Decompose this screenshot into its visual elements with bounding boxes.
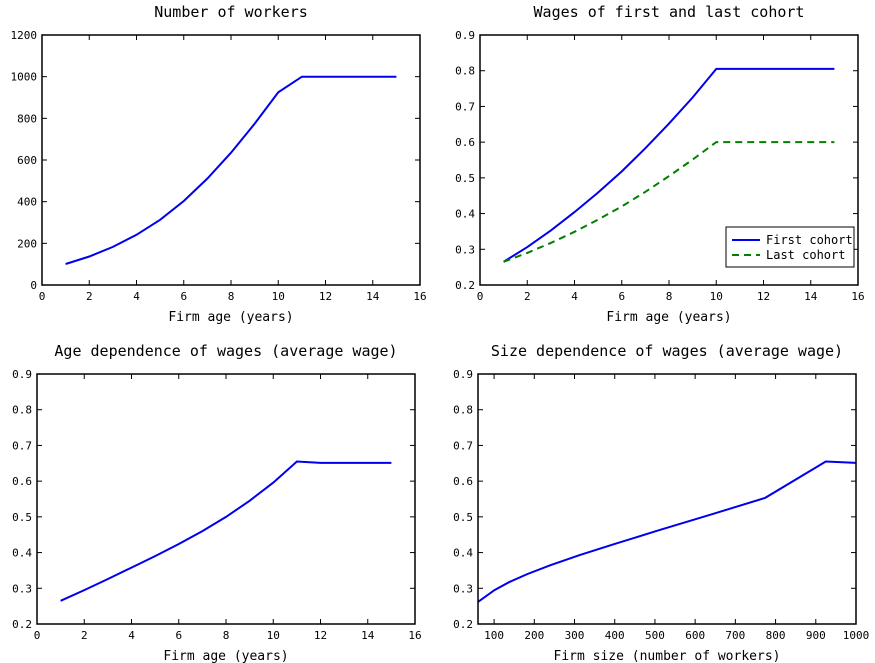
y-tick-label: 0.6 [12,475,32,488]
x-tick-label: 100 [484,629,504,642]
y-tick-label: 0.7 [455,100,475,113]
y-tick-label: 0.2 [12,618,32,631]
y-tick-label: 200 [17,237,37,250]
x-tick-label: 8 [666,290,673,303]
y-tick-label: 0.5 [12,511,32,524]
plot-frame [477,373,857,625]
legend-label: First cohort [766,233,853,247]
x-tick-label: 0 [477,290,484,303]
series-line-last-cohort [503,141,835,263]
y-tick-label: 0.8 [453,404,473,417]
series-line-1 [60,460,392,602]
chart-panel-3: Age dependence of wages (average wage) Fi… [12,342,422,663]
x-tick-label: 8 [223,629,230,642]
x-tick-label: 16 [408,629,421,642]
x-tick-label: 200 [524,629,544,642]
series-line-first-cohort [503,67,835,263]
x-tick-label: 400 [605,629,625,642]
y-tick-label: 800 [17,112,37,125]
y-tick-label: 0.9 [453,368,473,381]
y-tick-label: 1000 [11,71,38,84]
y-tick-label: 0.8 [455,65,475,78]
x-tick-label: 600 [685,629,705,642]
y-tick-label: 0.7 [453,439,473,452]
chart-title: Number of workers [154,3,308,21]
x-tick-label: 12 [314,629,327,642]
x-tick-label: 900 [806,629,826,642]
y-tick-label: 0.6 [455,136,475,149]
y-tick-label: 0.4 [12,547,32,560]
plot-frame [41,34,421,286]
chart-panel-1: Number of workers Firm age (years) 0 2 4 6 8 10… [11,3,427,325]
y-tick-label: 0.2 [453,618,473,631]
x-tick-label: 14 [361,629,375,642]
x-tick-label: 14 [366,290,380,303]
x-tick-label: 10 [272,290,285,303]
x-tick-label: 0 [39,290,46,303]
x-tick-label: 6 [175,629,182,642]
y-tick-label: 0.9 [455,29,475,42]
x-tick-label: 4 [133,290,140,303]
x-tick-label: 8 [228,290,235,303]
x-tick-label: 16 [851,290,864,303]
y-tick-label: 0.3 [453,582,473,595]
y-tick-label: 0.3 [455,243,475,256]
y-tick-label: 0.2 [455,279,475,292]
series-line-1 [477,460,857,603]
plot-frame [36,373,416,625]
x-axis-label: Firm age (years) [606,310,731,325]
x-tick-label: 10 [710,290,723,303]
y-tick-label: 0.9 [12,368,32,381]
plot-frame [479,34,859,286]
legend-label: Last cohort [766,248,845,262]
y-tick-label: 0.8 [12,404,32,417]
x-tick-label: 16 [413,290,426,303]
y-tick-label: 0.4 [455,208,475,221]
x-tick-label: 6 [618,290,625,303]
chart-title: Size dependence of wages (average wage) [491,342,843,360]
x-tick-label: 1000 [843,629,870,642]
y-tick-label: 0.7 [12,439,32,452]
x-tick-label: 0 [34,629,41,642]
y-tick-label: 0.5 [455,172,475,185]
x-tick-label: 6 [180,290,187,303]
x-tick-label: 2 [86,290,93,303]
x-tick-label: 12 [757,290,770,303]
chart-panel-4: Size dependence of wages (average wage) F… [453,342,869,663]
y-tick-label: 1200 [11,29,38,42]
chart-panel-2: Wages of first and last cohort Firm age (… [455,3,865,325]
chart-title: Age dependence of wages (average wage) [54,342,397,360]
x-tick-label: 300 [565,629,585,642]
y-tick-label: 0.5 [453,511,473,524]
y-tick-label: 0.6 [453,475,473,488]
x-tick-label: 4 [571,290,578,303]
x-tick-label: 4 [128,629,135,642]
x-axis-label: Firm size (number of workers) [554,649,781,663]
legend-box [725,226,855,268]
y-tick-label: 400 [17,196,37,209]
y-tick-label: 0 [30,279,37,292]
x-tick-label: 800 [766,629,786,642]
x-axis-label: Firm age (years) [168,310,293,325]
x-tick-label: 700 [725,629,745,642]
x-tick-label: 14 [804,290,818,303]
x-tick-label: 2 [81,629,88,642]
x-tick-label: 10 [267,629,280,642]
y-tick-label: 600 [17,154,37,167]
x-axis-label: Firm age (years) [163,649,288,663]
chart-title: Wages of first and last cohort [534,3,805,21]
y-tick-label: 0.3 [12,582,32,595]
x-tick-label: 500 [645,629,665,642]
series-line-1 [65,75,397,265]
y-tick-label: 0.4 [453,547,473,560]
x-tick-label: 2 [524,290,531,303]
x-tick-label: 12 [319,290,332,303]
